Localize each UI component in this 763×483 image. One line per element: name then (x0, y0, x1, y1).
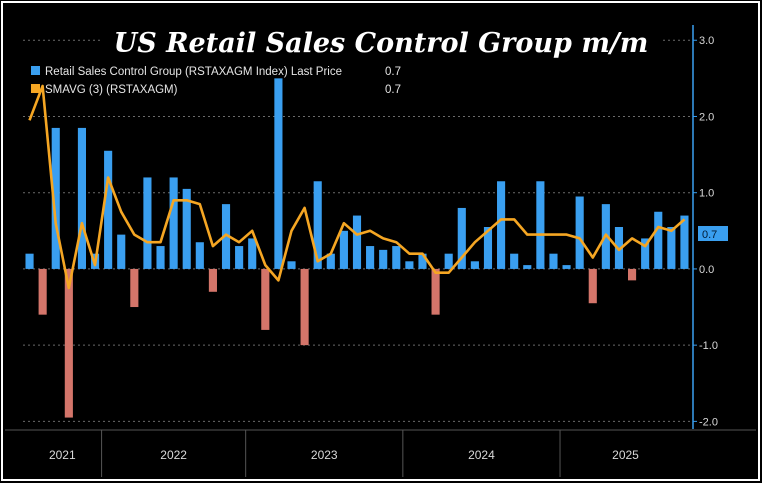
bar-26 (366, 246, 375, 269)
y-tick-label-2: 0.0 (699, 264, 714, 276)
bar-33 (457, 207, 466, 269)
bar-19 (274, 78, 283, 269)
year-label-2024: 2024 (468, 448, 495, 462)
year-label-2021: 2021 (49, 448, 76, 462)
bar-15 (221, 204, 231, 269)
bar-6 (104, 150, 113, 269)
bar-21 (300, 268, 309, 346)
bar-48 (654, 211, 663, 269)
bar-31 (431, 268, 440, 315)
bar-35 (483, 227, 493, 269)
legend-swatch-sma (31, 84, 40, 93)
legend-label-bars: Retail Sales Control Group (RSTAXAGM Ind… (45, 66, 342, 78)
bar-41 (562, 265, 571, 269)
bar-23 (326, 253, 335, 269)
bar-46 (627, 268, 637, 281)
bar-30 (418, 253, 427, 269)
bar-1 (38, 268, 47, 315)
bar-16 (235, 246, 244, 269)
bar-38 (523, 265, 532, 269)
sma-line (28, 84, 686, 290)
bar-18 (261, 268, 270, 330)
legend-swatch-bars (31, 66, 40, 75)
chart-title: US Retail Sales Control Group m/m (114, 28, 649, 59)
bar-34 (470, 261, 479, 269)
last-value-tag: 0.7 (702, 229, 717, 241)
y-tick-label-3: 1.0 (699, 188, 714, 200)
y-tick-label-0: -2.0 (699, 416, 718, 428)
bar-39 (536, 181, 545, 269)
bar-36 (497, 181, 506, 269)
year-label-2022: 2022 (160, 448, 187, 462)
bar-32 (444, 253, 453, 269)
bar-3 (64, 268, 73, 418)
bar-11 (169, 177, 178, 269)
bar-40 (549, 253, 558, 269)
y-tick-label-1: -1.0 (699, 340, 718, 352)
bar-43 (588, 268, 597, 304)
bar-17 (248, 238, 257, 269)
bar-12 (182, 188, 191, 269)
bar-8 (130, 268, 139, 308)
legend-label-sma: SMAVG (3) (RSTAXAGM) (45, 84, 178, 96)
bar-24 (339, 230, 348, 269)
bar-50 (680, 215, 689, 269)
bar-20 (287, 261, 296, 269)
last-value-tag-box (698, 226, 728, 241)
bar-7 (117, 234, 126, 269)
bar-49 (667, 227, 676, 269)
chart-frame: -2.0 -1.0 0.0 1.0 2.0 3.0 2021 2022 2023 2024 202… (3, 3, 758, 479)
y-tick-label-5: 3.0 (699, 35, 714, 47)
legend-value-sma: 0.7 (385, 84, 401, 96)
year-label-2023: 2023 (311, 448, 338, 462)
bar-0 (25, 253, 34, 269)
bar-2 (51, 127, 60, 269)
year-label-2025: 2025 (612, 448, 639, 462)
chart-svg: -2.0 -1.0 0.0 1.0 2.0 3.0 2021 2022 2023 2024 202… (5, 5, 756, 477)
bar-9 (143, 177, 152, 269)
bar-37 (510, 253, 519, 269)
bar-28 (392, 246, 401, 269)
bar-14 (208, 268, 217, 292)
bar-29 (405, 261, 414, 269)
bar-4 (77, 127, 87, 269)
y-tick-label-4: 2.0 (699, 111, 714, 123)
bar-42 (575, 196, 584, 269)
bar-27 (379, 249, 388, 269)
bar-10 (156, 246, 165, 269)
bar-25 (352, 215, 362, 269)
bar-22 (313, 181, 322, 269)
legend-value-bars: 0.7 (385, 66, 401, 78)
bar-47 (641, 238, 650, 269)
title-background (101, 25, 661, 59)
bar-13 (195, 242, 204, 269)
